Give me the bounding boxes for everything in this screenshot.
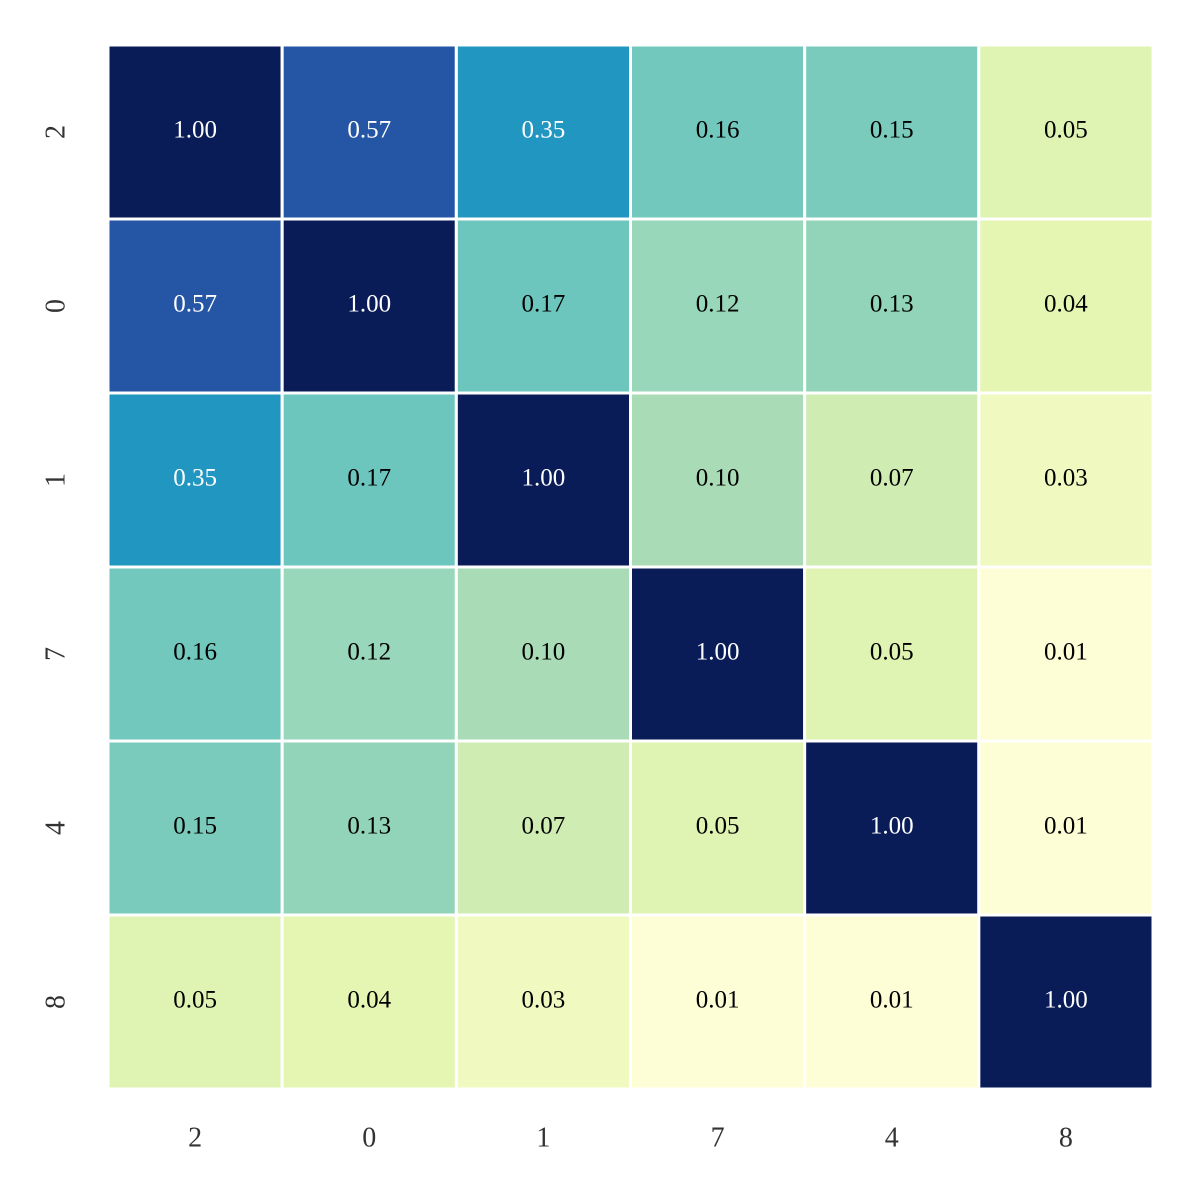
y-tick-label: 0 — [40, 299, 71, 313]
cell-label: 1.00 — [870, 813, 914, 840]
heatmap-cell — [106, 739, 284, 917]
heatmap-cell — [977, 913, 1155, 1091]
y-tick-label: 7 — [40, 647, 71, 661]
heatmap-cell — [629, 391, 807, 569]
cell-label: 0.04 — [1044, 291, 1088, 318]
cell-label: 0.15 — [173, 813, 217, 840]
x-tick-label: 7 — [711, 1122, 725, 1153]
y-tick-label: 4 — [40, 821, 71, 835]
heatmap-cell — [803, 391, 981, 569]
heatmap-cell — [803, 739, 981, 917]
cell-label: 0.03 — [1044, 465, 1088, 492]
cell-label: 0.15 — [870, 117, 914, 144]
x-tick-label: 1 — [536, 1122, 550, 1153]
y-tick-label: 2 — [40, 125, 71, 139]
cell-label: 0.35 — [522, 117, 566, 144]
cell-label: 0.16 — [696, 117, 740, 144]
x-tick-label: 2 — [188, 1122, 202, 1153]
heatmap-cell — [106, 565, 284, 743]
cell-label: 1.00 — [1044, 987, 1088, 1014]
cell-label: 0.07 — [870, 465, 914, 492]
cell-label: 0.57 — [173, 291, 217, 318]
heatmap-cell — [454, 43, 633, 221]
heatmap-cell — [977, 391, 1155, 569]
heatmap-cell — [629, 913, 807, 1091]
cell-label: 0.57 — [347, 117, 391, 144]
heatmap-cell — [803, 913, 981, 1091]
heatmap-cell — [454, 565, 633, 743]
heatmap-cell — [629, 739, 807, 917]
heatmap-cell — [106, 43, 284, 221]
cell-label: 1.00 — [696, 639, 740, 666]
cell-label: 1.00 — [173, 117, 217, 144]
heatmap-cell — [629, 565, 807, 743]
cell-label: 0.17 — [522, 291, 566, 318]
heatmap-cell — [977, 739, 1155, 917]
heatmap-cell — [280, 565, 458, 743]
x-tick-label: 8 — [1059, 1122, 1073, 1153]
y-tick-label: 8 — [40, 995, 71, 1009]
cell-label: 0.03 — [522, 987, 566, 1014]
heatmap-cell — [280, 217, 458, 395]
cell-label: 0.01 — [696, 987, 740, 1014]
cell-label: 0.17 — [347, 465, 391, 492]
cell-label: 0.05 — [173, 987, 217, 1014]
heatmap-cell — [803, 565, 981, 743]
cell-label: 0.13 — [347, 813, 391, 840]
heatmap-cell — [977, 43, 1155, 221]
y-tick-label: 1 — [40, 473, 71, 487]
cell-label: 0.01 — [1044, 639, 1088, 666]
cell-label: 0.35 — [173, 465, 217, 492]
heatmap-cell — [280, 391, 458, 569]
cell-label: 0.01 — [1044, 813, 1088, 840]
heatmap-cell — [106, 913, 284, 1091]
heatmap-cell — [280, 43, 458, 221]
heatmap-cell — [977, 217, 1155, 395]
cell-label: 0.04 — [347, 987, 391, 1014]
cell-label: 0.16 — [173, 639, 217, 666]
x-tick-label: 0 — [362, 1122, 376, 1153]
cell-label: 0.05 — [1044, 117, 1088, 144]
heatmap-cell — [629, 217, 807, 395]
heatmap-cell — [977, 565, 1155, 743]
cell-label: 0.07 — [522, 813, 566, 840]
cell-label: 0.12 — [347, 639, 391, 666]
cell-label: 1.00 — [522, 465, 566, 492]
cell-label: 0.10 — [696, 465, 740, 492]
cell-label: 0.05 — [696, 813, 740, 840]
cell-label: 1.00 — [347, 291, 391, 318]
cell-label: 0.01 — [870, 987, 914, 1014]
cell-label: 0.10 — [522, 639, 566, 666]
cell-label: 0.05 — [870, 639, 914, 666]
cell-label: 0.12 — [696, 291, 740, 318]
heatmap-cell — [454, 739, 633, 917]
cell-label: 0.13 — [870, 291, 914, 318]
x-tick-label: 4 — [885, 1122, 899, 1153]
